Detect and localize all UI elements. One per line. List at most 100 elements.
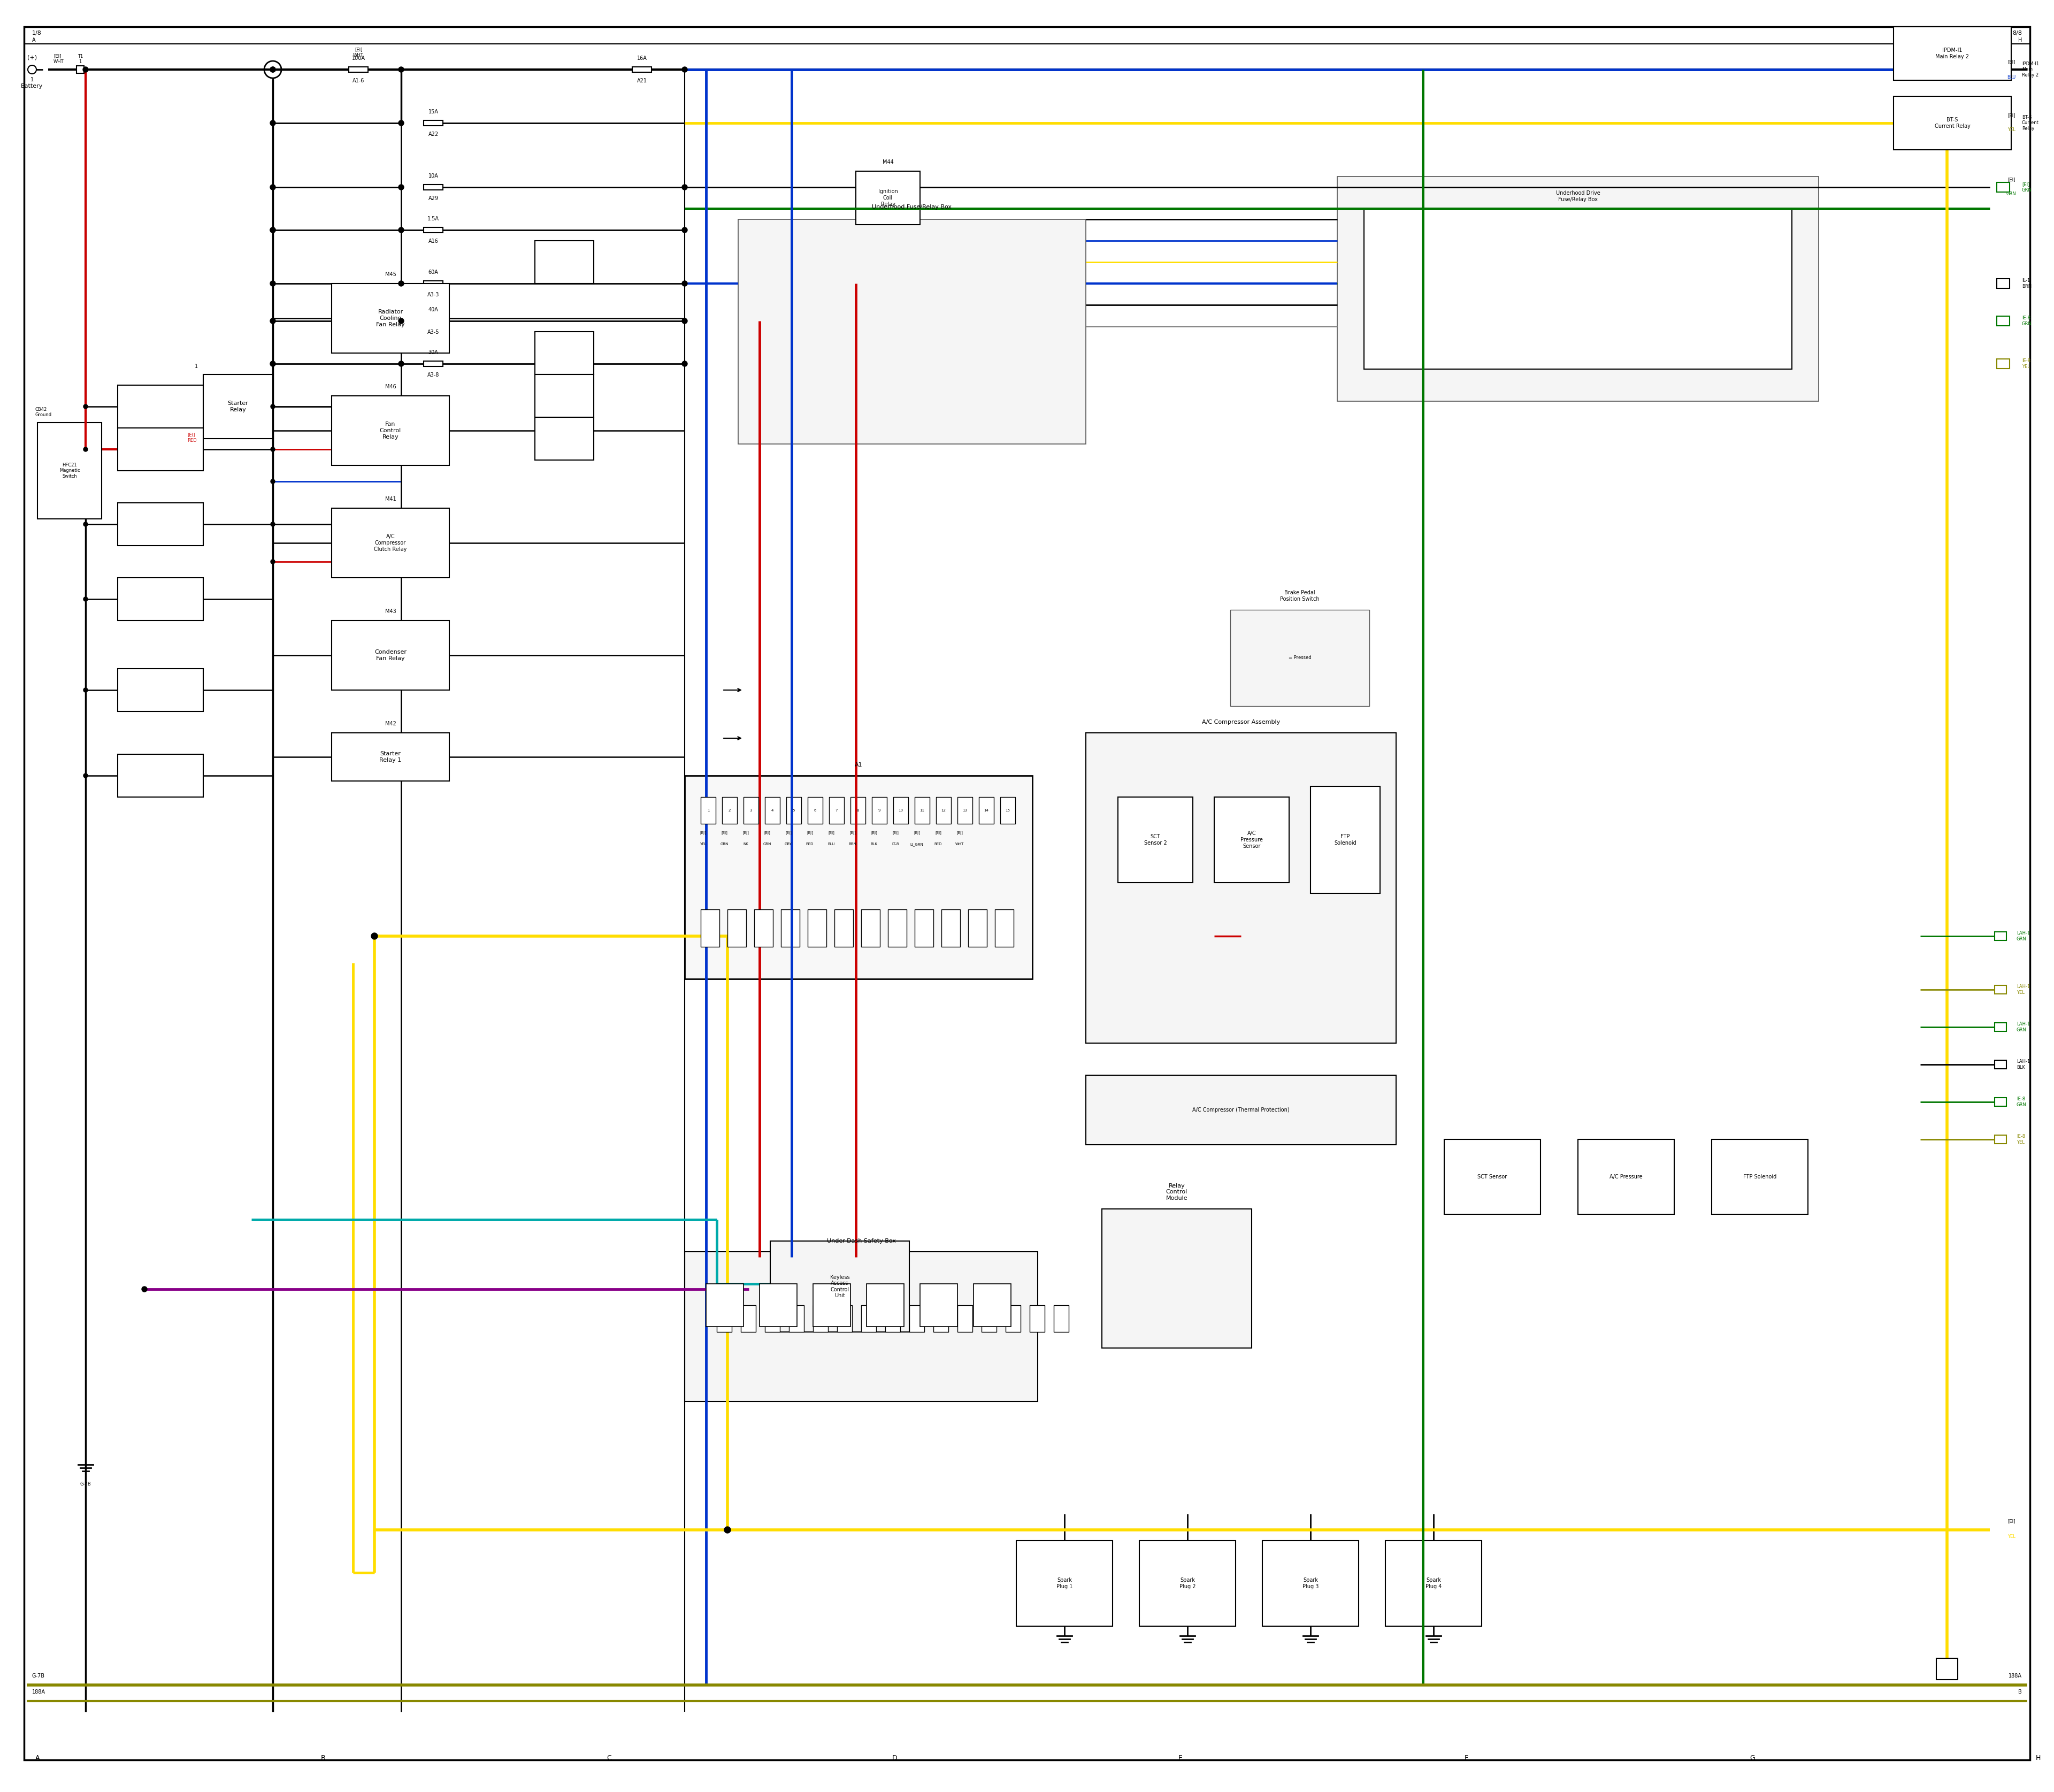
Text: LAH-1
BLK: LAH-1 BLK [2017, 1059, 2029, 1070]
Text: 15: 15 [1004, 808, 1011, 812]
Bar [1996, 183, 2009, 192]
Text: G-7B: G-7B [80, 1482, 90, 1487]
Text: [EI]
WHT: [EI] WHT [53, 54, 64, 65]
Circle shape [271, 521, 275, 527]
Text: BT-S
Current
Relay: BT-S Current Relay [2021, 115, 2040, 131]
Bar [957, 797, 972, 824]
Text: 16A: 16A [637, 56, 647, 61]
Circle shape [271, 228, 275, 233]
Text: 10: 10 [898, 808, 904, 812]
Text: 100A: 100A [351, 56, 366, 61]
Text: 30A: 30A [427, 349, 438, 355]
Bar [1894, 97, 2011, 151]
Bar [1117, 797, 1193, 883]
Bar [813, 1283, 850, 1326]
Circle shape [84, 521, 88, 527]
Bar [744, 797, 758, 824]
Text: [EJ]: [EJ] [871, 831, 877, 835]
Text: M45: M45 [384, 272, 396, 278]
Text: B: B [320, 1754, 325, 1762]
Bar [117, 385, 203, 428]
Bar [423, 281, 444, 287]
Circle shape [682, 228, 688, 233]
Text: Battery: Battery [21, 84, 43, 90]
Bar [203, 375, 273, 439]
Text: A16: A16 [427, 238, 438, 244]
Text: IL-1
BRN: IL-1 BRN [2021, 278, 2031, 289]
Circle shape [398, 360, 405, 366]
Bar [1894, 27, 2011, 81]
Bar [1577, 1140, 1674, 1215]
Bar [1994, 986, 2007, 995]
Circle shape [398, 281, 405, 287]
Text: RED: RED [935, 842, 943, 846]
Text: Underhood Drive
Fuse/Relay Box: Underhood Drive Fuse/Relay Box [1555, 190, 1600, 202]
Circle shape [271, 228, 275, 233]
Bar [117, 504, 203, 545]
Circle shape [682, 185, 688, 190]
Bar [1087, 733, 1397, 1043]
Text: IE-8
GRN: IE-8 GRN [2021, 315, 2031, 326]
Text: H: H [2036, 1754, 2040, 1762]
Text: 188A: 188A [2009, 1674, 2021, 1679]
Bar [830, 797, 844, 824]
Text: A22: A22 [427, 131, 438, 136]
Text: H: H [2017, 38, 2021, 43]
Text: Keyless
Access
Control
Unit: Keyless Access Control Unit [830, 1274, 850, 1299]
Text: YEL: YEL [2007, 127, 2015, 133]
Bar [974, 1283, 1011, 1326]
Text: [EI]
WHT: [EI] WHT [353, 47, 364, 57]
Text: [EI]: [EI] [2007, 177, 2015, 181]
Bar [423, 228, 444, 233]
Bar [331, 620, 450, 690]
Circle shape [271, 559, 275, 564]
Text: IPDM-I1
Main Relay 2: IPDM-I1 Main Relay 2 [1935, 48, 1970, 59]
Bar [700, 909, 719, 946]
Bar [980, 797, 994, 824]
Bar [1996, 280, 2009, 289]
Bar [1994, 1134, 2007, 1143]
Bar [764, 1305, 781, 1331]
Text: IE-8
GRN: IE-8 GRN [2017, 1097, 2027, 1107]
Circle shape [398, 185, 405, 190]
Bar [967, 909, 986, 946]
Text: = Pressed: = Pressed [1288, 656, 1310, 661]
Text: 1/8: 1/8 [33, 30, 41, 36]
Text: G-7B: G-7B [33, 1674, 45, 1679]
Circle shape [271, 448, 275, 452]
Text: B: B [2019, 1690, 2021, 1695]
Bar [770, 1242, 910, 1331]
Text: HFC21
Magnetic
Switch: HFC21 Magnetic Switch [60, 462, 80, 478]
Text: 1: 1 [707, 808, 709, 812]
Text: A21: A21 [637, 79, 647, 84]
Bar [534, 332, 594, 375]
Text: Ignition
Coil
Relay: Ignition Coil Relay [879, 188, 898, 206]
Bar [423, 360, 444, 366]
Text: Spark
Plug 2: Spark Plug 2 [1179, 1577, 1195, 1590]
Bar [1214, 797, 1290, 883]
Text: A3-5: A3-5 [427, 330, 440, 335]
Text: [EJ]: [EJ] [850, 831, 857, 835]
Circle shape [271, 120, 275, 125]
Bar [871, 797, 887, 824]
Bar [423, 185, 444, 190]
Bar [633, 66, 651, 72]
Text: Radiator
Cooling
Fan Relay: Radiator Cooling Fan Relay [376, 310, 405, 328]
Bar [937, 797, 951, 824]
Text: YEL: YEL [700, 842, 707, 846]
Text: T1
1: T1 1 [78, 54, 82, 65]
Bar [1994, 932, 2007, 941]
Text: [EI]
GRN: [EI] GRN [2021, 183, 2031, 192]
Circle shape [271, 281, 275, 287]
Text: [EJ]: [EJ] [807, 831, 813, 835]
Bar [117, 668, 203, 711]
Text: A3-3: A3-3 [427, 292, 440, 297]
Text: 7: 7 [836, 808, 838, 812]
Bar [910, 1305, 924, 1331]
Text: Spark
Plug 3: Spark Plug 3 [1302, 1577, 1319, 1590]
Text: A: A [33, 38, 35, 43]
Text: [EJ]: [EJ] [764, 831, 770, 835]
Bar [1101, 1210, 1251, 1348]
Text: 13: 13 [963, 808, 967, 812]
Bar [850, 797, 865, 824]
